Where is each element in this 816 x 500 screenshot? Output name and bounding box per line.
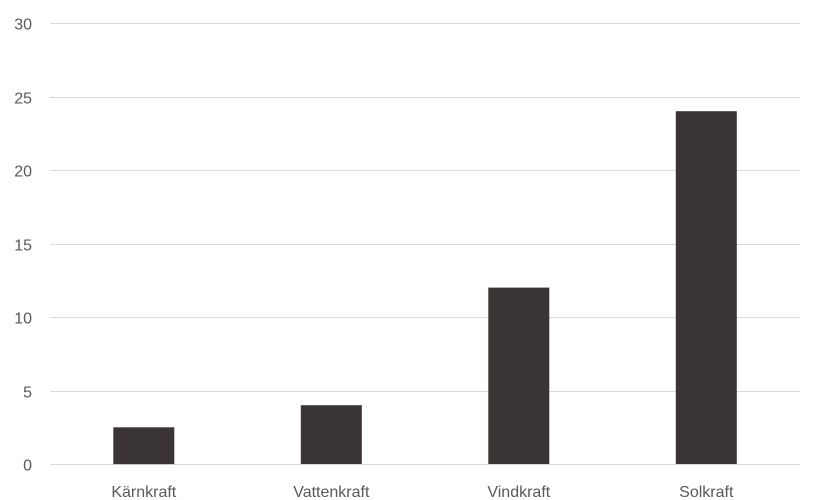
y-tick-label: 15 [14,238,32,255]
bars [113,111,737,465]
bar-0 [113,427,175,465]
x-tick-label: Vattenkraft [293,484,370,500]
y-tick-label: 30 [14,17,32,34]
x-tick-label: Vindkraft [487,484,550,500]
x-tick-label: Solkraft [679,484,734,500]
x-axis-tick-labels: Kärnkraft Vattenkraft Vindkraft Solkraft [111,484,734,500]
bar-3 [675,111,737,464]
y-tick-label: 0 [23,458,32,475]
x-tick-label: Kärnkraft [111,484,176,500]
y-tick-label: 5 [23,385,32,402]
y-tick-label: 10 [14,311,32,328]
y-tick-label: 25 [14,91,32,108]
y-axis-tick-labels: 0 5 10 15 20 25 30 [14,17,32,475]
bar-2 [488,287,550,464]
grid-lines [50,23,800,465]
y-tick-label: 20 [14,164,32,181]
bar-1 [300,405,362,464]
